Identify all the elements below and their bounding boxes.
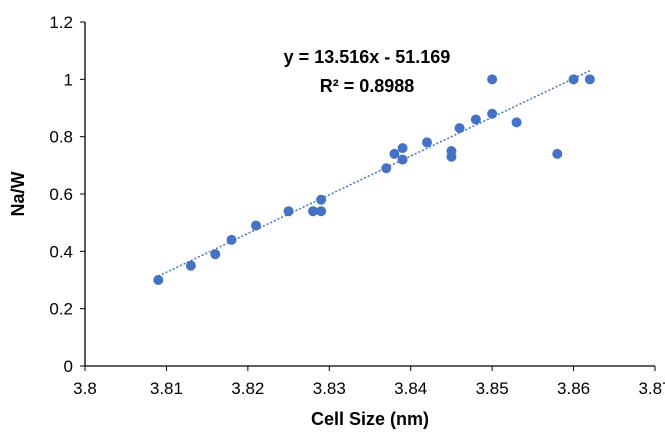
data-point — [511, 117, 522, 128]
x-tick-label: 3.83 — [313, 379, 346, 398]
x-tick-label: 3.8 — [73, 379, 97, 398]
data-point — [153, 275, 164, 285]
data-point — [584, 74, 595, 85]
trendline — [157, 70, 591, 277]
data-point — [397, 143, 408, 154]
x-tick-label: 3.87 — [638, 379, 665, 398]
r-squared-label: R² = 0.8988 — [320, 76, 415, 96]
y-tick-label: 0.2 — [49, 300, 73, 319]
data-point — [308, 206, 318, 217]
x-tick-labels: 3.8 3.81 3.82 3.83 3.84 3.85 3.86 3.87 — [73, 366, 665, 398]
data-point — [454, 123, 465, 134]
data-point — [568, 74, 579, 85]
data-point — [381, 163, 392, 174]
data-point — [422, 137, 432, 148]
data-point — [487, 74, 498, 85]
data-point — [316, 194, 327, 205]
data-point — [552, 148, 563, 159]
x-tick-label: 3.85 — [476, 379, 509, 398]
data-point — [251, 220, 261, 231]
data-point — [446, 146, 457, 156]
data-point — [397, 154, 408, 165]
y-axis-title: Na/W — [8, 171, 28, 216]
x-axis-title: Cell Size (nm) — [311, 409, 429, 429]
y-tick-label: 0.8 — [49, 128, 73, 147]
x-tick-label: 3.86 — [557, 379, 590, 398]
data-point — [210, 249, 221, 260]
plot-area — [84, 22, 655, 367]
y-tick-label: 1.2 — [49, 13, 73, 32]
data-point — [389, 148, 400, 159]
data-point — [487, 108, 498, 119]
data-point — [185, 260, 196, 271]
y-tick-label: 0 — [64, 357, 73, 376]
data-point — [226, 234, 237, 245]
trendline-equation: y = 13.516x - 51.169 — [284, 47, 451, 67]
y-tick-label: 0.4 — [49, 242, 73, 261]
y-tick-labels: 0 0.2 0.4 0.6 0.8 1 1.2 — [49, 13, 85, 376]
data-point — [283, 206, 294, 217]
x-tick-label: 3.81 — [150, 379, 183, 398]
x-tick-label: 3.82 — [231, 379, 264, 398]
x-tick-label: 3.84 — [394, 379, 427, 398]
data-point — [316, 206, 327, 217]
y-tick-label: 1 — [64, 70, 73, 89]
y-tick-label: 0.6 — [49, 185, 73, 204]
data-points — [153, 74, 595, 285]
data-point — [470, 114, 481, 125]
